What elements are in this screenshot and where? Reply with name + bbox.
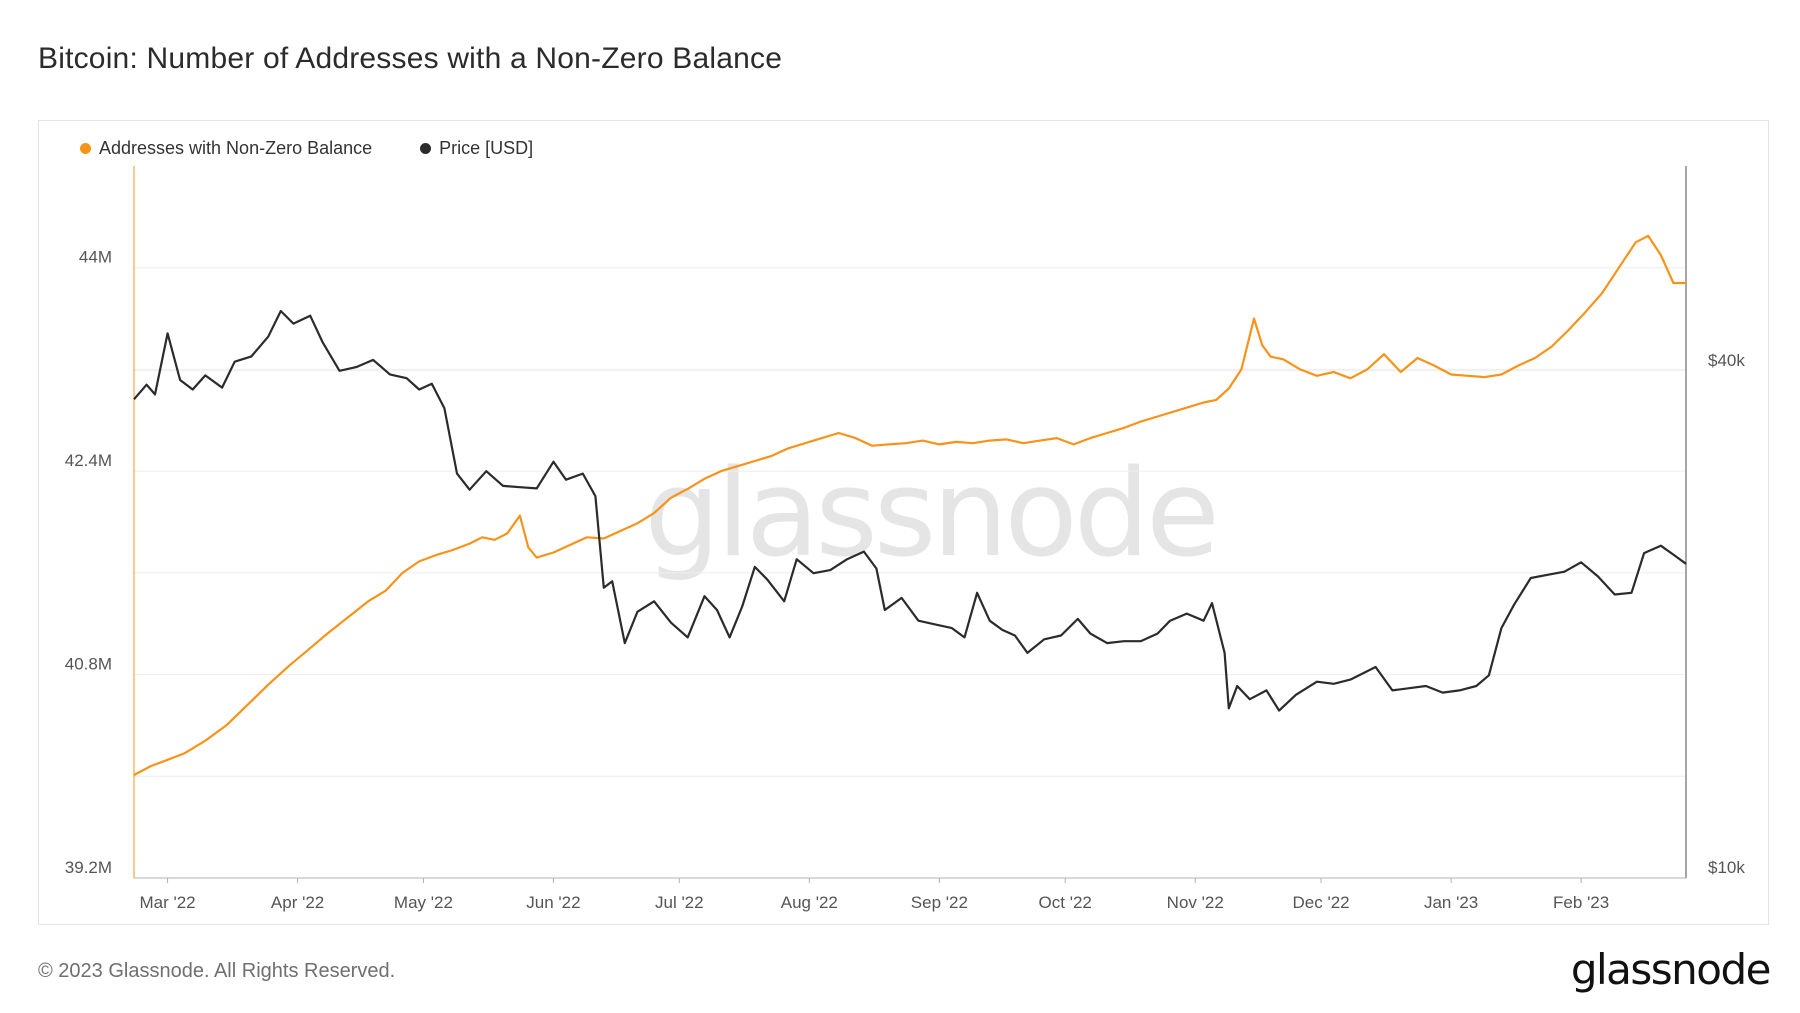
- y-left-tick-label-2: 42.4M: [65, 451, 112, 470]
- legend-dot-addresses: [80, 143, 91, 154]
- x-tick-label-2: May '22: [394, 893, 453, 912]
- chart-frame: [38, 120, 1769, 925]
- x-tick-label-0: Mar '22: [139, 893, 195, 912]
- x-tick-label-10: Jan '23: [1424, 893, 1478, 912]
- y-left-tick-label-3: 44M: [79, 248, 112, 267]
- legend-dot-price: [420, 143, 432, 154]
- x-tick-label-4: Jul '22: [655, 893, 704, 912]
- x-tick-label-11: Feb '23: [1553, 893, 1609, 912]
- x-tick-label-6: Sep '22: [911, 893, 968, 912]
- y-left-tick-label-0: 39.2M: [65, 858, 112, 877]
- watermark: glassnode: [644, 445, 1216, 584]
- x-tick-label-1: Apr '22: [271, 893, 324, 912]
- legend-label-addresses: Addresses with Non-Zero Balance: [99, 138, 373, 158]
- legend-item-addresses[interactable]: Addresses with Non-Zero Balance: [80, 138, 372, 159]
- x-tick-label-5: Aug '22: [781, 893, 838, 912]
- chart-legend: Addresses with Non-Zero Balance Price [U…: [80, 138, 533, 159]
- x-tick-label-3: Jun '22: [526, 893, 580, 912]
- x-tick-label-7: Oct '22: [1039, 893, 1092, 912]
- x-tick-label-8: Nov '22: [1167, 893, 1224, 912]
- y-right-tick-label-0: $10k: [1708, 858, 1745, 877]
- copyright-text: © 2023 Glassnode. All Rights Reserved.: [38, 960, 396, 982]
- x-tick-label-9: Dec '22: [1293, 893, 1350, 912]
- glassnode-logo[interactable]: glassnode: [1570, 945, 1772, 994]
- series-line-price: [133, 309, 1687, 712]
- legend-item-price[interactable]: Price [USD]: [420, 138, 533, 159]
- y-left-tick-label-1: 40.8M: [65, 655, 112, 674]
- legend-label-price: Price [USD]: [439, 138, 534, 158]
- y-right-tick-label-1: $40k: [1708, 351, 1745, 370]
- chart-title: Bitcoin: Number of Addresses with a Non-…: [38, 42, 783, 75]
- series-line-addresses: [133, 234, 1686, 776]
